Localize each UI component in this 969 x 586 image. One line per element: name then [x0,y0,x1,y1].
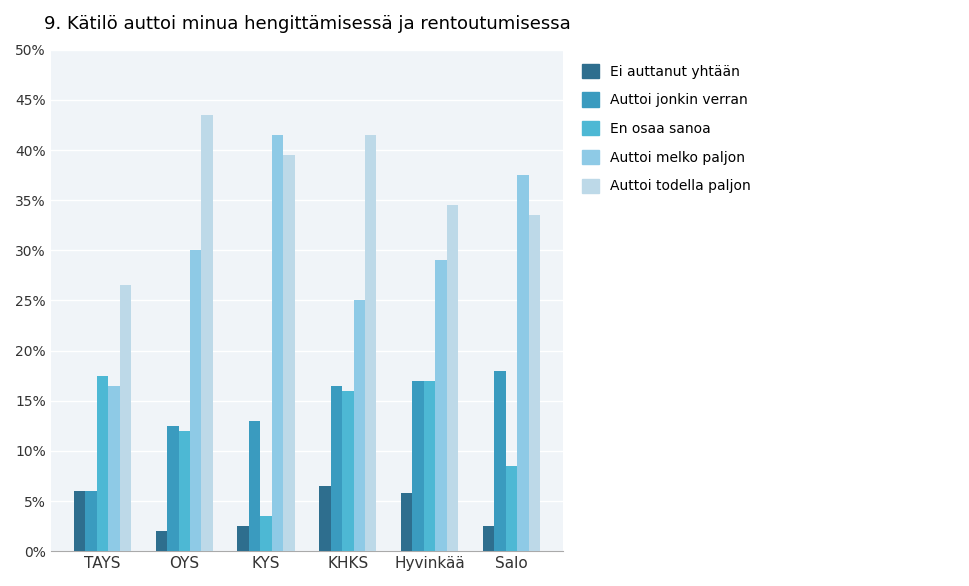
Bar [249,421,261,551]
Bar [261,516,272,551]
Bar [413,381,423,551]
Bar [330,386,342,551]
Title: 9. Kätilö auttoi minua hengittämisessä ja rentoutumisessa: 9. Kätilö auttoi minua hengittämisessä j… [44,15,571,33]
Bar [483,526,494,551]
Bar [167,426,178,551]
Bar [202,115,213,551]
Bar [74,491,85,551]
Bar [494,371,506,551]
Bar [190,250,202,551]
Bar [435,260,447,551]
Bar [156,531,167,551]
Bar [506,466,517,551]
Bar [178,431,190,551]
Legend: Ei auttanut yhtään, Auttoi jonkin verran, En osaa sanoa, Auttoi melko paljon, Au: Ei auttanut yhtään, Auttoi jonkin verran… [576,57,758,200]
Bar [319,486,330,551]
Bar [447,205,458,551]
Bar [401,493,413,551]
Bar [283,155,295,551]
Bar [120,285,131,551]
Bar [528,215,540,551]
Bar [342,391,354,551]
Bar [354,301,365,551]
Bar [85,491,97,551]
Bar [517,175,528,551]
Bar [109,386,120,551]
Bar [237,526,249,551]
Bar [423,381,435,551]
Bar [365,135,377,551]
Bar [272,135,283,551]
Bar [97,376,109,551]
